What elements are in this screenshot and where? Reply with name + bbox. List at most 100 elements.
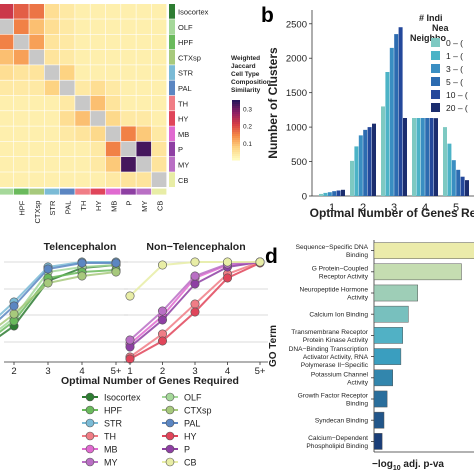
legend-swatch bbox=[431, 90, 440, 99]
bar bbox=[319, 193, 323, 196]
heatmap-cell bbox=[90, 34, 106, 50]
legend-label: OLF bbox=[184, 393, 202, 403]
heatmap-cell bbox=[14, 111, 29, 126]
heatmap-cell bbox=[44, 49, 60, 65]
colorbar-step bbox=[232, 118, 240, 121]
series-point bbox=[125, 335, 135, 345]
y-tick-label: 1000 bbox=[286, 123, 307, 134]
colorbar-step bbox=[232, 132, 240, 135]
heatmap-cell bbox=[59, 34, 75, 50]
row-label: Isocortex bbox=[178, 8, 209, 17]
heatmap-cell bbox=[29, 65, 44, 80]
legend-label: TH bbox=[104, 432, 116, 442]
heatmap-cell bbox=[59, 4, 75, 19]
heatmap-cell bbox=[44, 157, 60, 172]
legend-label: HY bbox=[184, 432, 197, 442]
y-tick-label: 500 bbox=[291, 157, 307, 168]
x-tick-label: 5+ bbox=[111, 366, 122, 377]
colorbar-step bbox=[232, 156, 240, 159]
heatmap-legend-title: Similarity bbox=[231, 87, 261, 94]
series-point bbox=[158, 260, 168, 270]
colorbar-step bbox=[232, 154, 240, 157]
go-term-label-line: Syndecan Binding bbox=[315, 418, 368, 425]
heatmap-cell bbox=[121, 49, 136, 65]
heatmap-cell bbox=[121, 111, 136, 126]
go-bar bbox=[373, 369, 393, 387]
colorbar-step bbox=[232, 108, 240, 111]
heatmap-cell bbox=[90, 19, 106, 34]
heatmap-cell bbox=[75, 80, 90, 96]
series-point bbox=[223, 273, 233, 283]
series-point bbox=[190, 279, 200, 289]
go-term-label: Syndecan Binding bbox=[315, 418, 368, 425]
x-axis-label: −log10 adj. p-va bbox=[372, 459, 444, 472]
heatmap-cell bbox=[0, 49, 14, 65]
go-bar bbox=[373, 348, 402, 365]
go-bar bbox=[373, 305, 409, 323]
bar bbox=[398, 27, 403, 196]
row-label: OLF bbox=[178, 23, 193, 32]
go-term-label-line: Activator Activity, RNA bbox=[303, 354, 369, 361]
legend-label: CB bbox=[184, 458, 197, 468]
heatmap-cell bbox=[14, 172, 29, 187]
colorbar-step bbox=[232, 124, 240, 127]
heatmap-cell bbox=[59, 19, 75, 34]
heatmap-cell bbox=[151, 65, 167, 80]
go-bar bbox=[373, 390, 388, 408]
series-point bbox=[43, 278, 53, 288]
heatmap-cell bbox=[0, 80, 14, 96]
legend-label: HPF bbox=[104, 406, 123, 416]
bar bbox=[416, 75, 421, 196]
heatmap-cell bbox=[0, 172, 14, 187]
colorbar-step bbox=[232, 102, 240, 105]
bar bbox=[434, 118, 438, 196]
colorbar-step bbox=[232, 120, 240, 123]
heatmap-cell bbox=[136, 65, 152, 80]
x-tick-label: 2 bbox=[11, 366, 16, 377]
series-point bbox=[255, 257, 265, 267]
series-point bbox=[111, 267, 121, 277]
heatmap-cell bbox=[59, 141, 75, 157]
bar bbox=[429, 109, 434, 196]
row-color-chip bbox=[169, 157, 175, 172]
heatmap-cell bbox=[59, 95, 75, 111]
heatmap-cell bbox=[136, 126, 152, 142]
row-label: TH bbox=[178, 99, 188, 108]
colorbar-step bbox=[232, 144, 240, 147]
heatmap-cell bbox=[121, 157, 136, 172]
col-color-chip bbox=[29, 188, 44, 195]
heatmap-cell bbox=[136, 111, 152, 126]
colorbar-step bbox=[232, 112, 240, 115]
row-color-chip bbox=[169, 65, 175, 80]
heatmap-cell bbox=[136, 157, 152, 172]
legend-swatch bbox=[431, 103, 440, 112]
go-term-label: Calcium−Dependent Phospholipid Binding bbox=[306, 435, 368, 450]
colorbar-step bbox=[232, 148, 240, 151]
panel-c-linechart: Telencephalon Non−Telencephalon 2 3 4 5+ 1 2 3 4 5… bbox=[0, 241, 268, 468]
colorbar-step bbox=[232, 136, 240, 139]
heatmap-cell bbox=[14, 80, 29, 96]
legend-swatch bbox=[431, 77, 440, 86]
heatmap-cell bbox=[75, 34, 90, 50]
heatmap-cell bbox=[121, 80, 136, 96]
row-label: PAL bbox=[178, 84, 192, 93]
go-term-label-line: Phospholipid Binding bbox=[306, 443, 368, 450]
heatmap-cell bbox=[90, 141, 106, 157]
go-term-label: DNA−Binding Transcription Activator Activ… bbox=[289, 346, 369, 369]
go-term-label-line: G Protein−Coupled bbox=[312, 265, 369, 272]
go-term-label-line: Calcium−Dependent bbox=[308, 435, 368, 442]
series-point bbox=[111, 258, 121, 268]
panel-label-d: d bbox=[265, 245, 278, 268]
y-axis-label: GO Term bbox=[268, 325, 279, 367]
legend-label: CTXsp bbox=[184, 406, 212, 416]
col-color-chip bbox=[75, 188, 90, 195]
heatmap-cell bbox=[59, 126, 75, 142]
bar bbox=[460, 176, 465, 196]
heatmap-cell bbox=[90, 49, 106, 65]
row-label: P bbox=[178, 145, 183, 154]
heatmap-cell bbox=[90, 157, 106, 172]
go-term-label-line: Activity bbox=[347, 295, 369, 302]
heatmap-cell bbox=[136, 49, 152, 65]
bar bbox=[389, 47, 394, 197]
legend-label: 5 – ( bbox=[446, 77, 463, 87]
